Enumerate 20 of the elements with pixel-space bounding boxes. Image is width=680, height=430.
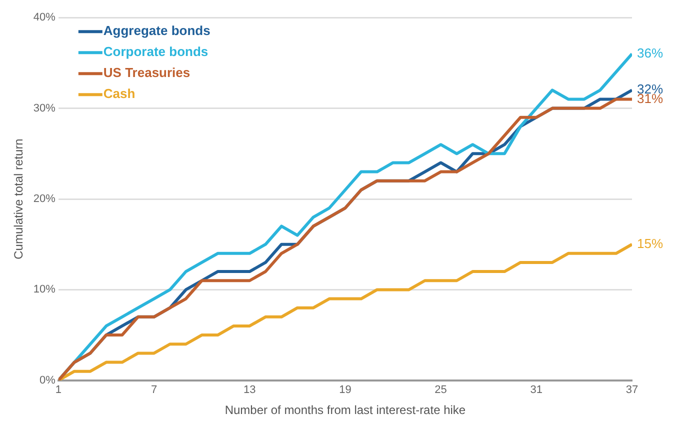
x-axis-title: Number of months from last interest-rate hike: [224, 403, 466, 418]
y-tick-label: 0%: [40, 374, 56, 386]
x-tick-label: 37: [626, 384, 638, 396]
y-tick-label: 30%: [33, 102, 56, 114]
legend-label: US Treasuries: [103, 65, 190, 80]
x-tick-label: 7: [150, 384, 158, 396]
y-axis-title: Cumulative total return: [12, 138, 26, 260]
x-tick-label: 25: [434, 384, 447, 396]
x-tick-label: 13: [243, 384, 256, 396]
y-tick-label: 20%: [33, 193, 56, 206]
y-tick-label: 40%: [33, 12, 56, 24]
x-tick-label: 19: [339, 384, 352, 396]
legend-label: Cash: [103, 86, 136, 102]
y-tick-label: 10%: [33, 284, 56, 296]
x-tick-label: 31: [530, 384, 543, 396]
legend-label: Aggregate bonds: [103, 23, 210, 38]
legend-label: Corporate bonds: [103, 44, 208, 60]
data-label: 36%: [637, 45, 664, 60]
data-label: 15%: [637, 236, 664, 251]
x-tick-label: 1: [55, 384, 62, 396]
